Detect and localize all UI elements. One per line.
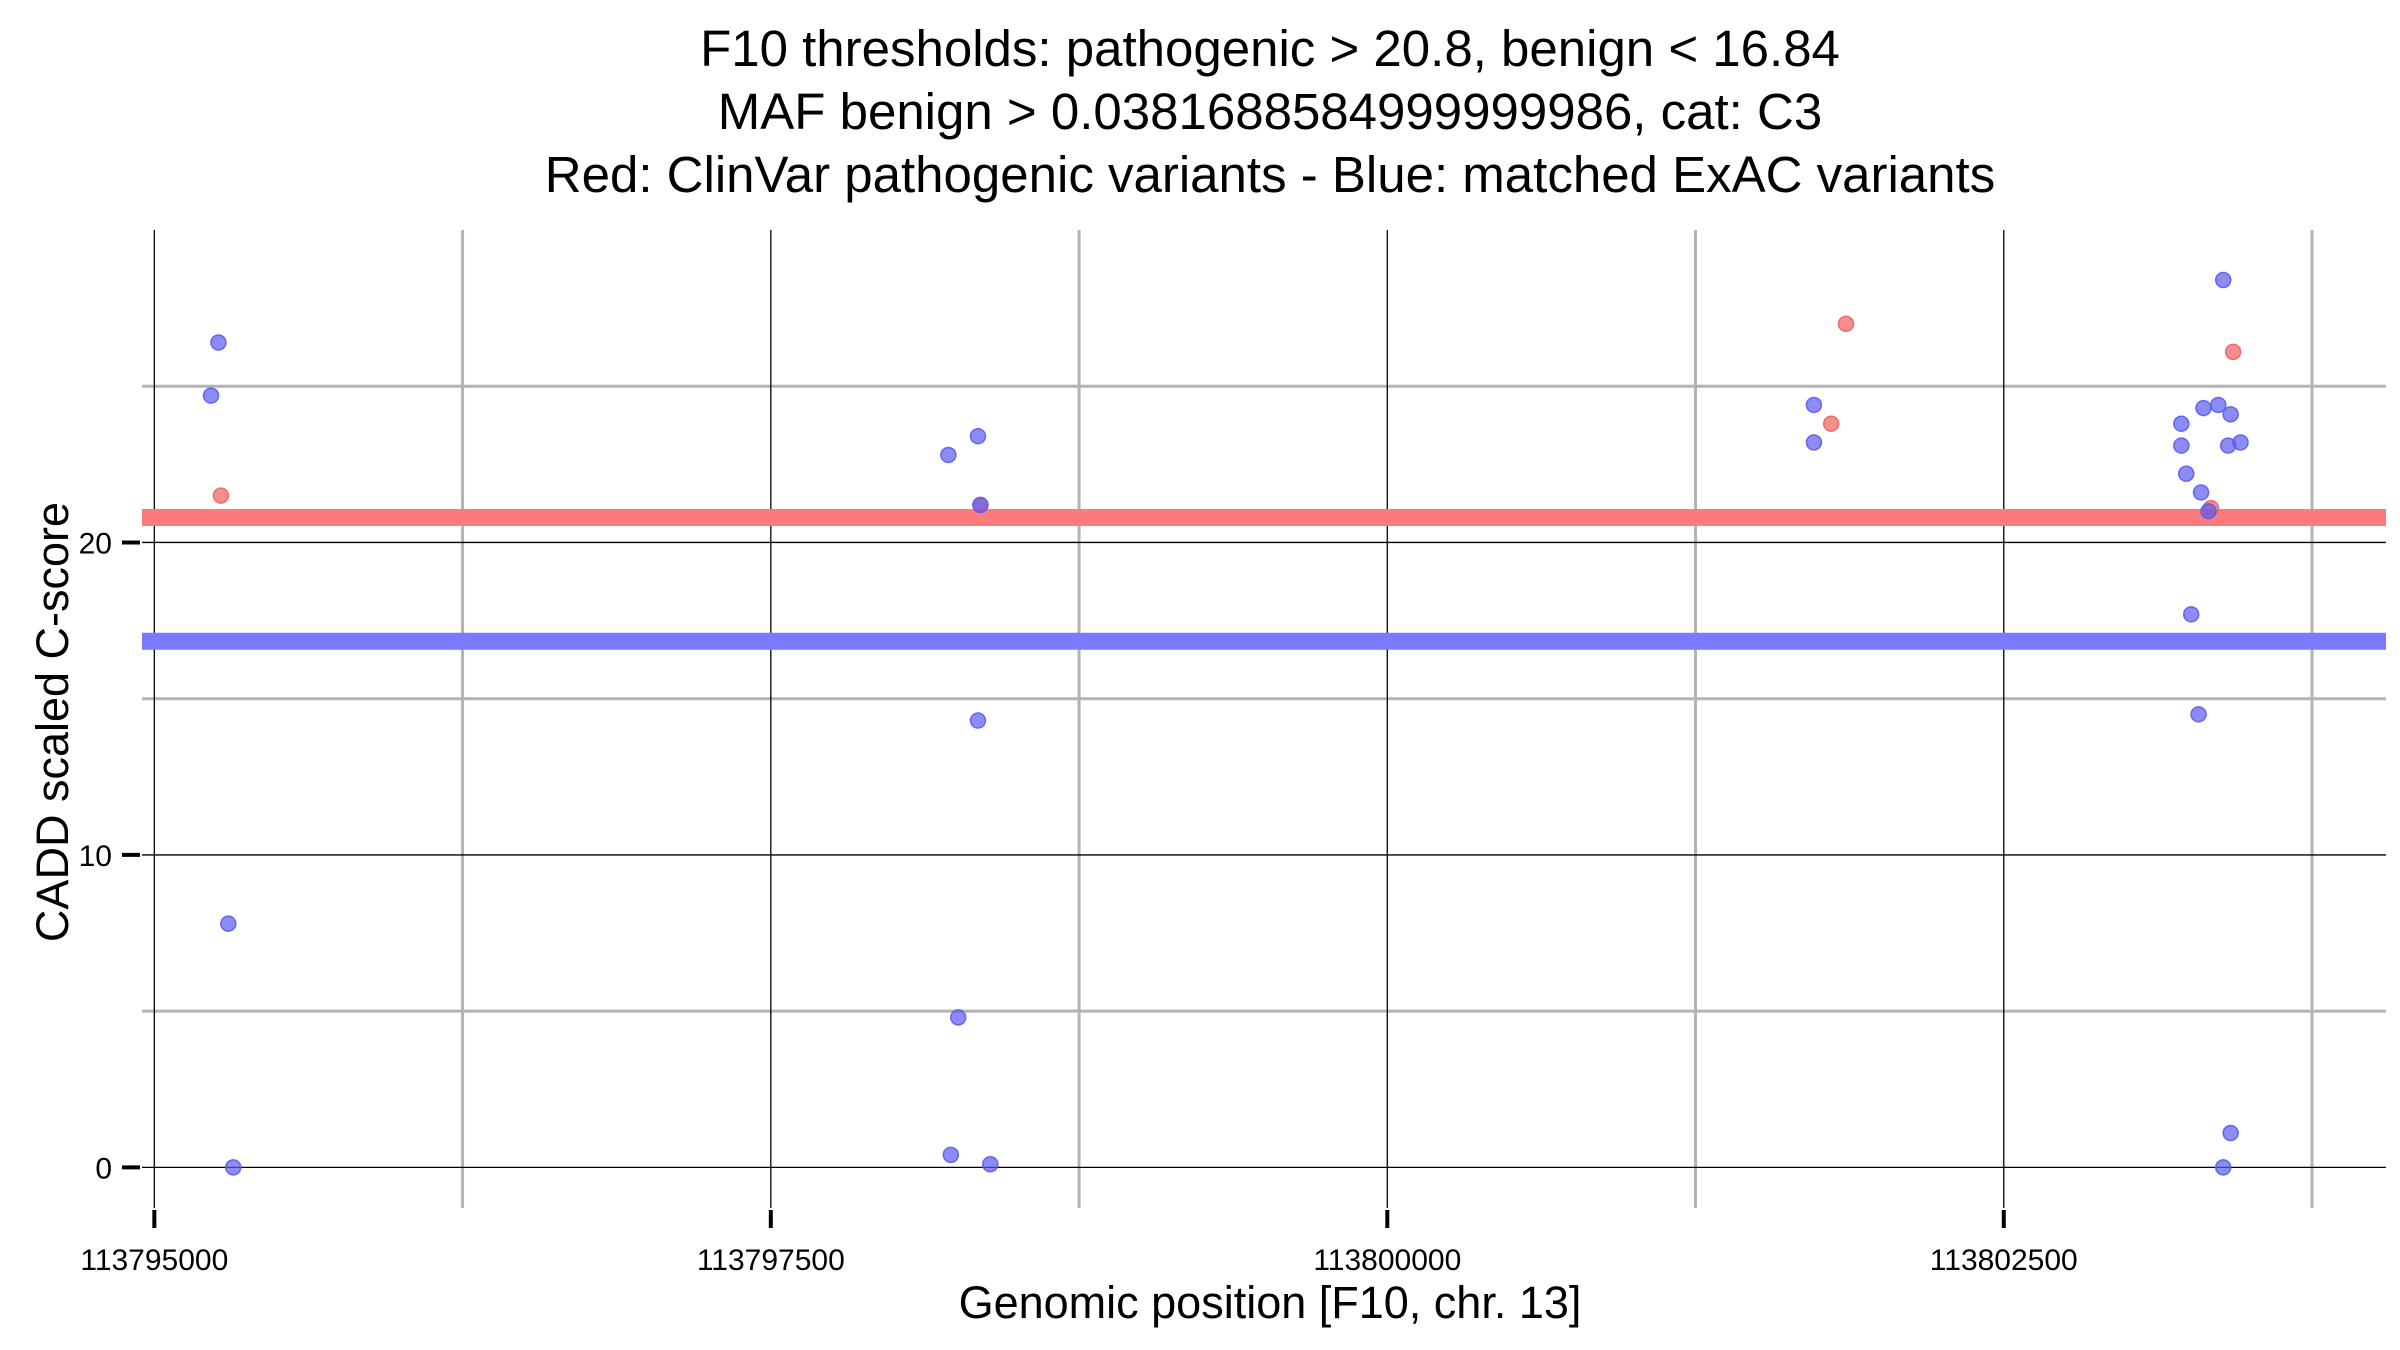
exac-point <box>210 334 227 351</box>
x-axis-title: Genomic position [F10, chr. 13] <box>959 1277 1582 1328</box>
y-tick-label: 10 <box>79 840 112 873</box>
x-axis: 113795000 113797500 113800000 113802500 <box>80 1210 2078 1277</box>
exac-point <box>2200 502 2217 520</box>
chart-title-line-1: F10 thresholds: pathogenic > 20.8, benig… <box>700 20 1840 77</box>
exac-point <box>982 1156 999 1173</box>
y-axis: 0 10 20 <box>79 527 140 1185</box>
exac-point <box>2222 1124 2239 1142</box>
exac-point <box>2214 271 2232 289</box>
x-tick-label: 113800000 <box>1313 1244 1461 1277</box>
exac-point <box>1805 396 1823 414</box>
exac-point <box>2173 415 2190 432</box>
clinvar-point <box>212 487 230 504</box>
exac-point <box>942 1146 960 1164</box>
minor-gridlines <box>142 230 2386 1208</box>
exac-point <box>202 387 220 404</box>
exac-point <box>2222 406 2239 423</box>
exac-point <box>220 915 237 932</box>
y-tick-label: 0 <box>95 1152 112 1185</box>
x-tick-label: 113797500 <box>697 1244 845 1277</box>
exac-point <box>2182 606 2200 623</box>
data-points <box>202 271 2249 1176</box>
clinvar-point <box>1822 415 1840 432</box>
chart-title-line-2: MAF benign > 0.0381688584999999986, cat:… <box>718 83 1822 140</box>
exac-point <box>224 1159 242 1176</box>
exac-point <box>1805 434 1823 451</box>
exac-point <box>2214 1159 2232 1176</box>
x-tick-label: 113795000 <box>80 1244 228 1277</box>
exac-point <box>2192 484 2210 501</box>
exac-point <box>969 712 987 729</box>
chart-title-line-3: Red: ClinVar pathogenic variants - Blue:… <box>545 146 1995 203</box>
exac-point <box>2195 399 2212 417</box>
exac-point <box>972 496 989 514</box>
y-axis-title: CADD scaled C-score <box>27 502 78 942</box>
exac-point <box>949 1009 967 1026</box>
clinvar-point <box>2224 343 2242 361</box>
exac-point <box>940 446 957 464</box>
x-tick-label: 113802500 <box>1930 1244 2078 1277</box>
major-gridlines <box>142 230 2386 1208</box>
threshold-lines <box>142 508 2386 650</box>
exac-point <box>2232 434 2249 451</box>
exac-point <box>2173 437 2190 454</box>
exac-point <box>2178 465 2195 482</box>
y-tick-label: 20 <box>79 527 112 560</box>
exac-point <box>2190 706 2207 723</box>
clinvar-point <box>1837 315 1855 332</box>
chart-title: F10 thresholds: pathogenic > 20.8, benig… <box>545 20 1995 203</box>
exac-point <box>2210 396 2227 414</box>
exac-point <box>969 427 987 445</box>
